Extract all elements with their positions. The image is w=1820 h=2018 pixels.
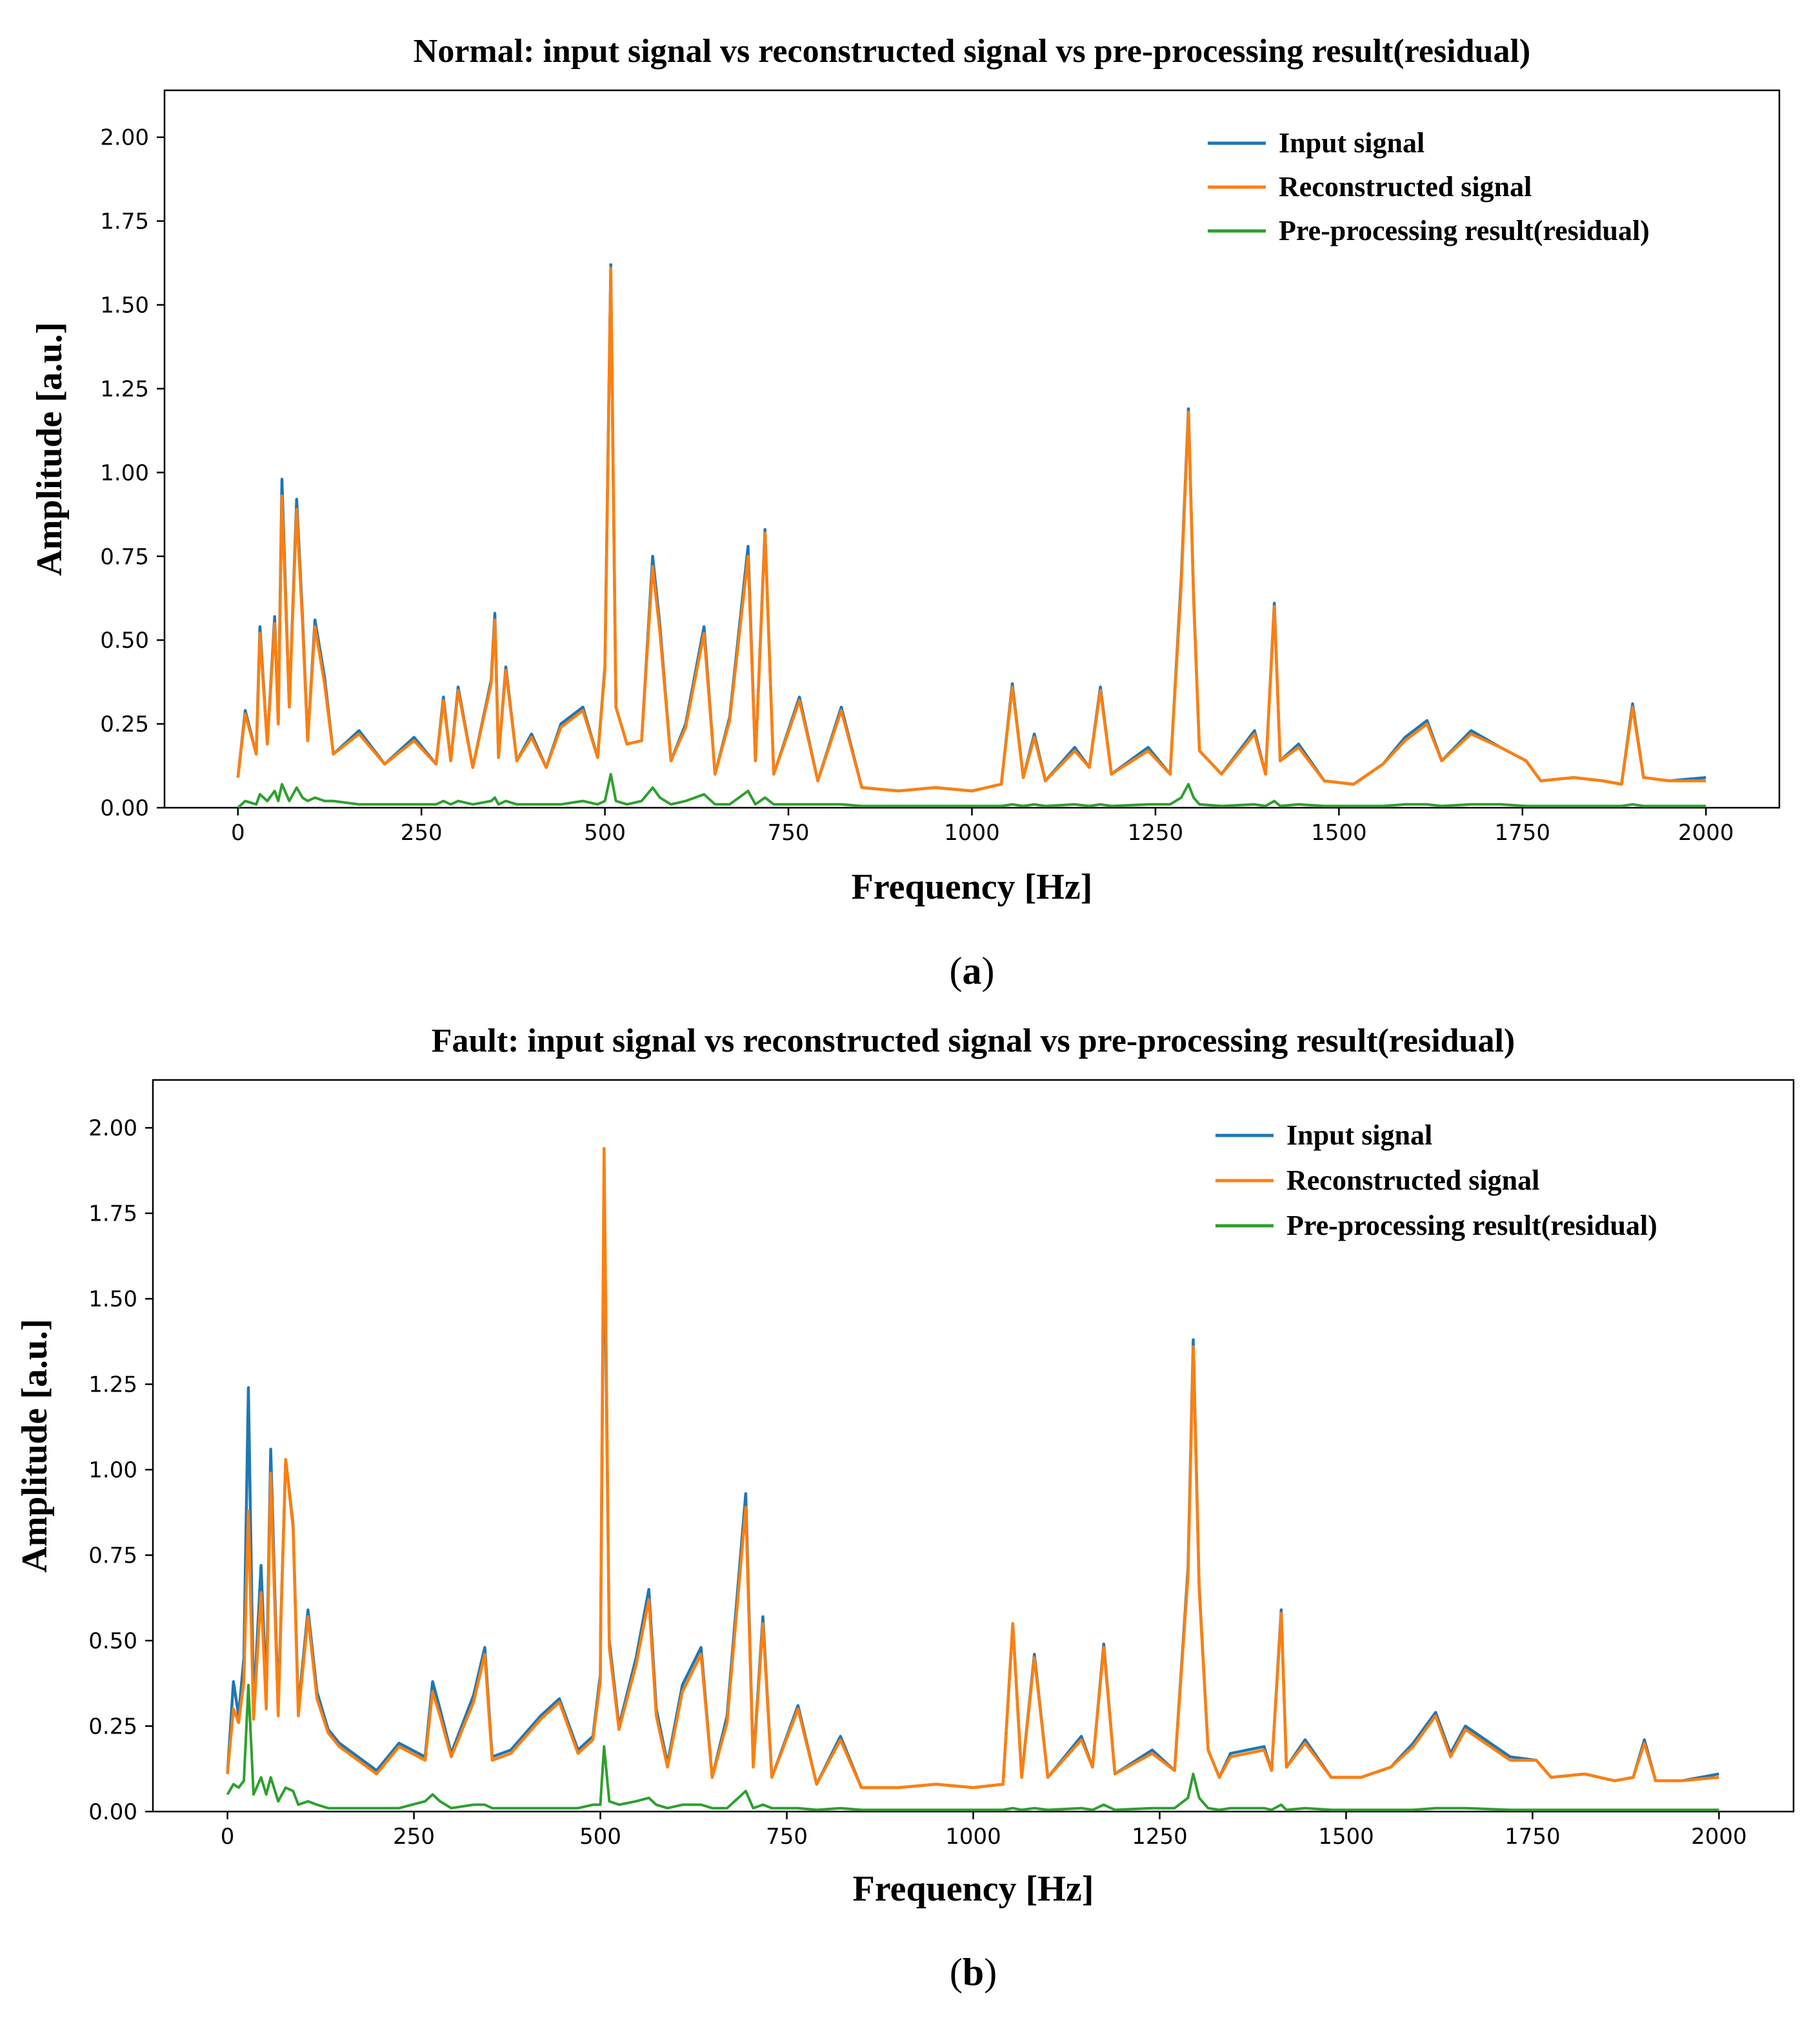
- x-tick-label: 750: [768, 820, 810, 846]
- y-tick-label: 1.25: [88, 1372, 137, 1398]
- y-tick-label: 1.75: [88, 1201, 137, 1227]
- y-axis-label: Amplitude [a.u.]: [15, 1319, 55, 1573]
- series-line-residual: [237, 773, 1706, 808]
- series-line-reconstructed-signal: [226, 1146, 1719, 1790]
- y-tick-label: 1.75: [100, 209, 149, 235]
- chart-fault: Fault: input signal vs reconstructed sig…: [15, 1023, 1795, 1993]
- y-tick-label: 0.00: [88, 1799, 137, 1825]
- y-tick-label: 1.50: [88, 1286, 137, 1312]
- figure-panel-b: Fault: input signal vs reconstructed sig…: [0, 1009, 1820, 2018]
- panel-label: (b): [950, 1951, 997, 1993]
- figure-panel-a: Normal: input signal vs reconstructed si…: [30, 33, 1781, 992]
- x-tick-label: 2000: [1691, 1824, 1747, 1850]
- legend-item-reconstructed-signal: Reconstructed signal: [1286, 1164, 1539, 1196]
- series-line-reconstructed-signal: [236, 266, 1706, 793]
- y-tick-label: 1.00: [100, 460, 149, 486]
- y-tick-label: 2.00: [100, 125, 149, 151]
- y-tick-label: 0.25: [88, 1714, 137, 1740]
- chart-title: Normal: input signal vs reconstructed si…: [414, 33, 1530, 70]
- legend-item-residual: Pre-processing result(residual): [1286, 1210, 1657, 1241]
- y-tick-label: 2.00: [88, 1115, 137, 1141]
- chart-title: Fault: input signal vs reconstructed sig…: [432, 1023, 1515, 1059]
- series-line-residual: [226, 1683, 1719, 1812]
- x-tick-label: 1500: [1318, 1824, 1374, 1850]
- panel-label: (a): [950, 950, 995, 992]
- x-axis-label: Frequency [Hz]: [852, 867, 1093, 907]
- plot-area: [163, 89, 1781, 809]
- y-tick-label: 0.00: [100, 795, 149, 821]
- y-tick-label: 0.25: [100, 712, 149, 737]
- plot-area: [152, 1079, 1795, 1813]
- x-tick-label: 750: [766, 1824, 808, 1850]
- legend-item-residual: Pre-processing result(residual): [1279, 215, 1650, 246]
- x-tick-label: 1000: [945, 1824, 1001, 1850]
- x-tick-label: 1500: [1311, 820, 1367, 846]
- legend-item-reconstructed-signal: Reconstructed signal: [1279, 171, 1532, 203]
- x-tick-label: 500: [584, 820, 626, 846]
- x-tick-label: 1000: [944, 820, 1000, 846]
- y-axis-label: Amplitude [a.u.]: [30, 322, 70, 576]
- x-tick-label: 2000: [1678, 820, 1734, 846]
- y-tick-label: 1.25: [100, 376, 149, 402]
- y-tick-label: 0.75: [100, 544, 149, 570]
- y-tick-label: 0.75: [88, 1543, 137, 1569]
- legend-item-input-signal: Input signal: [1286, 1119, 1432, 1151]
- y-tick-label: 1.50: [100, 293, 149, 319]
- x-tick-label: 250: [401, 820, 443, 846]
- legend-item-input-signal: Input signal: [1279, 127, 1425, 159]
- x-tick-label: 1750: [1495, 820, 1551, 846]
- x-tick-label: 1250: [1132, 1824, 1188, 1850]
- x-tick-label: 1250: [1128, 820, 1184, 846]
- x-tick-label: 250: [393, 1824, 435, 1850]
- x-tick-label: 1750: [1505, 1824, 1561, 1850]
- y-tick-label: 0.50: [88, 1628, 137, 1654]
- y-tick-label: 1.00: [88, 1457, 137, 1483]
- x-tick-label: 0: [231, 820, 245, 846]
- x-tick-label: 0: [221, 1824, 235, 1850]
- y-tick-label: 0.50: [100, 628, 149, 654]
- x-tick-label: 500: [579, 1824, 621, 1850]
- chart-normal: Normal: input signal vs reconstructed si…: [30, 33, 1781, 992]
- x-axis-label: Frequency [Hz]: [853, 1869, 1094, 1909]
